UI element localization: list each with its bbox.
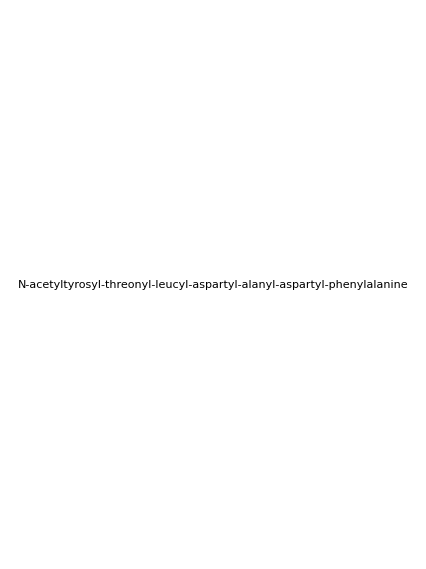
Text: N-acetyltyrosyl-threonyl-leucyl-aspartyl-alanyl-aspartyl-phenylalanine: N-acetyltyrosyl-threonyl-leucyl-aspartyl… [18, 279, 408, 290]
